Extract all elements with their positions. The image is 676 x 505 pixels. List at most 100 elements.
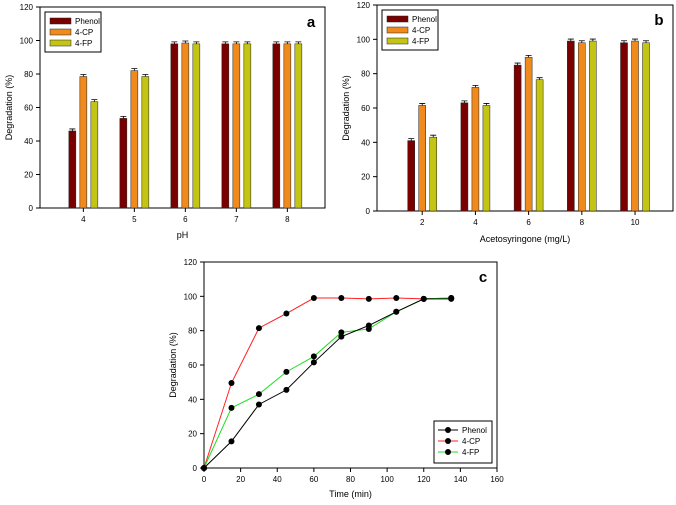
point-4-fp [228,404,235,411]
y-tick-label: 100 [184,292,198,301]
point-4-fp [283,368,290,375]
bar-4-fp [589,40,597,212]
legend: Phenol 4-CP 4-FP [433,420,493,464]
point-4-fp [338,329,345,336]
bar-4-cp [79,76,88,209]
error-bar [408,138,415,141]
y-tick-label: 20 [188,430,197,439]
x-axis-label: Acetosyringone (mg/L) [480,234,571,244]
chart-panel-c: 0 20 40 60 80 100 120 Degradation (%) Time (min)… [168,258,504,499]
error-bar [193,41,200,44]
x-tick-label: 6 [183,215,188,224]
y-tick-label: 60 [188,361,197,370]
error-bar [514,62,521,66]
error-bar [578,40,585,43]
bar-4-fp [141,76,150,209]
line-4-fp [203,297,452,469]
y-tick-label: 0 [366,207,371,216]
y-tick-label: 20 [24,171,33,180]
bar-4-cp [471,87,480,212]
panel-label: b [654,12,663,29]
error-bar [142,74,149,77]
point-4-fp [310,353,317,360]
error-bar [589,38,596,42]
legend: Phenol 4-CP 4-FP [44,11,102,53]
y-tick-label: 120 [184,258,198,267]
chart-panel-b: 0 20 40 60 80 100 120 Degradation (%) Acetosyrin… [341,1,674,244]
y-tick-label: 60 [24,104,33,113]
point-phenol [420,295,427,302]
error-bar [222,41,229,44]
error-bar [643,40,650,43]
y-tick-label: 80 [188,327,197,336]
legend-label: 4-FP [75,39,92,48]
error-bar [536,77,543,80]
x-axis-label: Time (min) [329,489,372,499]
x-axis-label: pH [177,230,189,240]
legend-label: 4-FP [462,448,479,457]
y-tick-label: 80 [361,70,370,79]
x-tick-label: 2 [420,218,425,227]
legend-box [433,420,493,464]
point-phenol [365,322,372,329]
error-bar [244,41,251,44]
bar-phenol [272,43,281,209]
bar-4-cp [524,57,533,212]
point-phenol [338,333,345,340]
y-axis-label: Degradation (%) [168,332,178,398]
bar-phenol [513,64,522,212]
legend-label: 4-FP [412,37,429,46]
bar-4-fp [642,42,650,212]
legend-label: Phenol [412,15,437,24]
error-bar [525,54,532,58]
point-phenol [310,359,317,366]
bar-4-cp [130,70,139,209]
bar-4-fp [535,79,544,212]
error-bar [120,115,127,119]
x-tick-label: 8 [580,218,585,227]
bar-phenol [460,102,469,212]
y-tick-label: 60 [361,104,370,113]
x-tick-label: 0 [202,475,207,484]
point-phenol [255,401,262,408]
y-tick-label: 40 [24,137,33,146]
line-phenol [203,298,452,469]
bar-4-fp [192,43,201,209]
legend-label: 4-CP [462,437,480,446]
bar-4-fp [294,43,303,209]
x-tick-label: 10 [631,218,640,227]
error-bar [284,41,291,44]
error-bar [273,41,280,44]
error-bar [80,74,87,77]
error-bar [632,38,639,42]
legend-marker [445,438,451,444]
error-bar [295,41,302,44]
point-phenol [283,386,290,393]
bar-4-cp [283,43,292,209]
error-bar [567,38,574,42]
y-tick-label: 100 [20,37,34,46]
error-bar [171,41,178,44]
bar-4-cp [578,42,586,212]
y-tick-label: 120 [357,1,371,10]
error-bar [483,103,490,106]
legend-swatch [49,28,72,36]
bar-phenol [221,43,230,209]
legend-swatch [49,39,72,47]
point-4-cp [393,295,400,302]
bar-4-cp [631,40,639,212]
error-bar [472,85,479,88]
chart-panel-a: 0 20 40 60 80 100 120 Degradation (%) pH a 4 5 6 7 8 Ph… [4,3,326,240]
point-4-fp [255,391,262,398]
bar-4-fp [482,105,491,212]
point-4-cp [283,310,290,317]
y-tick-label: 20 [361,173,370,182]
panel-label: c [479,269,487,286]
legend-swatch [386,26,409,34]
point-phenol [228,438,235,445]
x-tick-label: 4 [473,218,478,227]
x-tick-label: 60 [309,475,318,484]
legend-swatch [49,17,72,25]
error-bar [621,40,628,43]
x-tick-label: 160 [490,475,504,484]
